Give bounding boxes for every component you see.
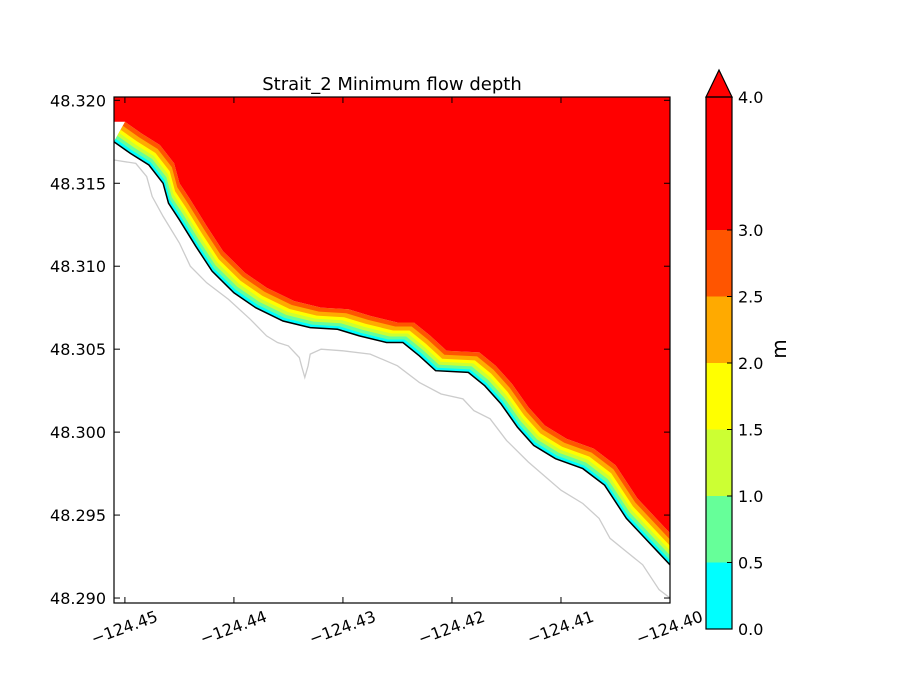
colorbar-tick-label: 1.0	[738, 487, 763, 506]
depth-band-layer	[114, 121, 670, 565]
colorbar-bin	[706, 496, 732, 563]
deep-water-region	[114, 97, 670, 534]
colorbar-bin	[706, 429, 732, 496]
y-tick-label: 48.300	[50, 423, 106, 442]
y-tick-label: 48.320	[50, 91, 106, 110]
y-tick-label: 48.295	[50, 506, 106, 525]
x-tick-label: −124.43	[307, 607, 379, 649]
plot-area: −124.45 −124.44 −124.43 −124.42 −124.41 −124.…	[50, 91, 705, 648]
colorbar-bin	[706, 97, 732, 230]
colorbar-tick-label: 2.5	[738, 288, 763, 307]
map-title: Strait_2 Minimum flow depth	[262, 74, 521, 95]
colorbar-label: m	[767, 339, 791, 358]
colorbar-bin	[706, 363, 732, 430]
colorbar-ticks: 0.0 0.5 1.0 1.5 2.0 2.5 3.0 4.0	[727, 88, 763, 639]
colorbar-bins	[706, 97, 732, 629]
coastline	[114, 141, 670, 566]
colorbar-bin	[706, 562, 732, 629]
x-tick-label: −124.45	[89, 607, 161, 649]
map-layers	[114, 97, 670, 599]
colorbar-tick-label: 2.0	[738, 354, 763, 373]
y-tick-label: 48.305	[50, 340, 106, 359]
colorbar-extend-arrow	[705, 68, 733, 98]
x-tick-label: −124.44	[198, 607, 270, 649]
shore-contour-line	[114, 159, 670, 599]
colorbar: 0.0 0.5 1.0 1.5 2.0 2.5 3.0 4.0 m	[705, 68, 791, 639]
colorbar-tick-label: 4.0	[738, 88, 763, 107]
depth-band-1.5-2	[114, 129, 670, 565]
colorbar-tick-label: 0.5	[738, 554, 763, 573]
y-axis-ticks: 48.320 48.315 48.310 48.305 48.300 48.295 48.2…	[50, 91, 670, 608]
y-tick-label: 48.315	[50, 174, 106, 193]
colorbar-bin	[706, 230, 732, 297]
x-tick-label: −124.40	[634, 607, 706, 649]
colorbar-tick-label: 1.5	[738, 421, 763, 440]
plot-frame	[113, 96, 671, 604]
colorbar-tick-label: 3.0	[738, 221, 763, 240]
x-tick-label: −124.42	[416, 607, 488, 649]
colorbar-tick-label: 0.0	[738, 620, 763, 639]
x-tick-label: −124.41	[525, 607, 597, 649]
y-tick-label: 48.310	[50, 257, 106, 276]
y-tick-label: 48.290	[50, 589, 106, 608]
colorbar-bin	[706, 296, 732, 363]
depth-band-2-2.5	[114, 125, 670, 565]
